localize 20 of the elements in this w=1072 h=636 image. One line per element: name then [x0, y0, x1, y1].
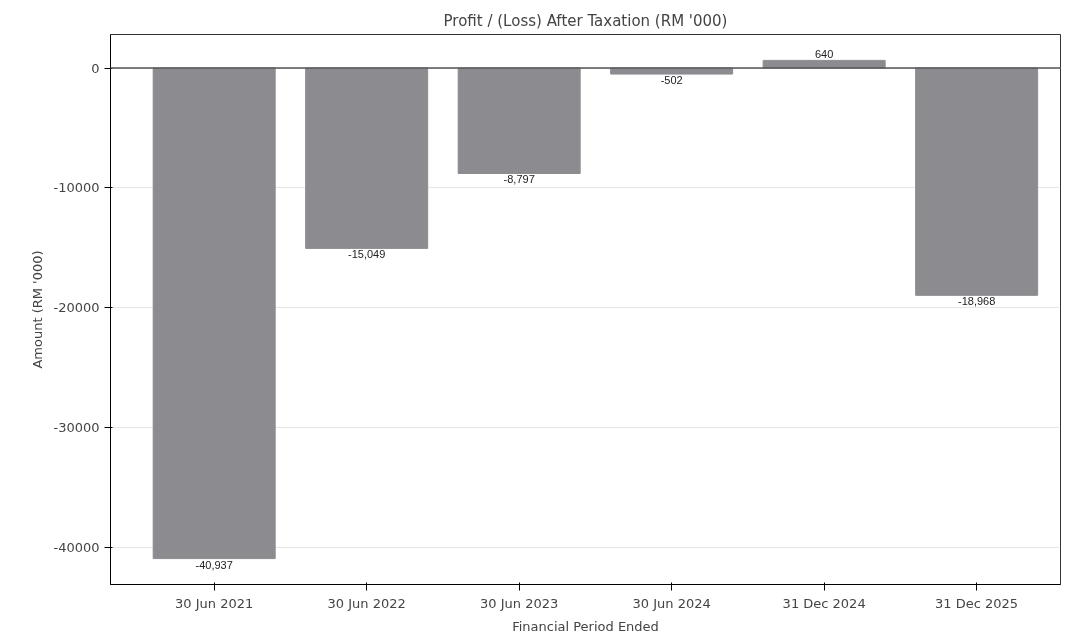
y-tick-label: -30000: [53, 420, 100, 436]
x-tick-label: 30 Jun 2024: [632, 595, 711, 611]
y-tick-label: 0: [91, 60, 100, 76]
data-label: -15,049: [348, 248, 386, 261]
y-tick-label: -10000: [53, 180, 100, 196]
x-axis-title: Financial Period Ended: [512, 618, 659, 634]
x-tick-label: 31 Dec 2024: [782, 595, 866, 611]
y-axis-title: Amount (RM '000): [30, 250, 46, 369]
data-label: -502: [660, 74, 683, 87]
y-tick-label: -20000: [53, 300, 100, 316]
x-tick-label: 31 Dec 2025: [935, 595, 1019, 611]
data-label: -40,937: [195, 558, 233, 571]
data-label: -8,797: [503, 173, 535, 186]
x-tick-label: 30 Jun 2023: [480, 595, 559, 611]
data-label: 640: [814, 48, 834, 61]
x-tick-label: 30 Jun 2022: [327, 595, 406, 611]
x-tick-label: 30 Jun 2021: [175, 595, 254, 611]
y-tick-label: -40000: [53, 539, 100, 555]
chart-title: Profit / (Loss) After Taxation (RM '000): [443, 11, 728, 30]
data-label: -18,968: [957, 295, 996, 308]
